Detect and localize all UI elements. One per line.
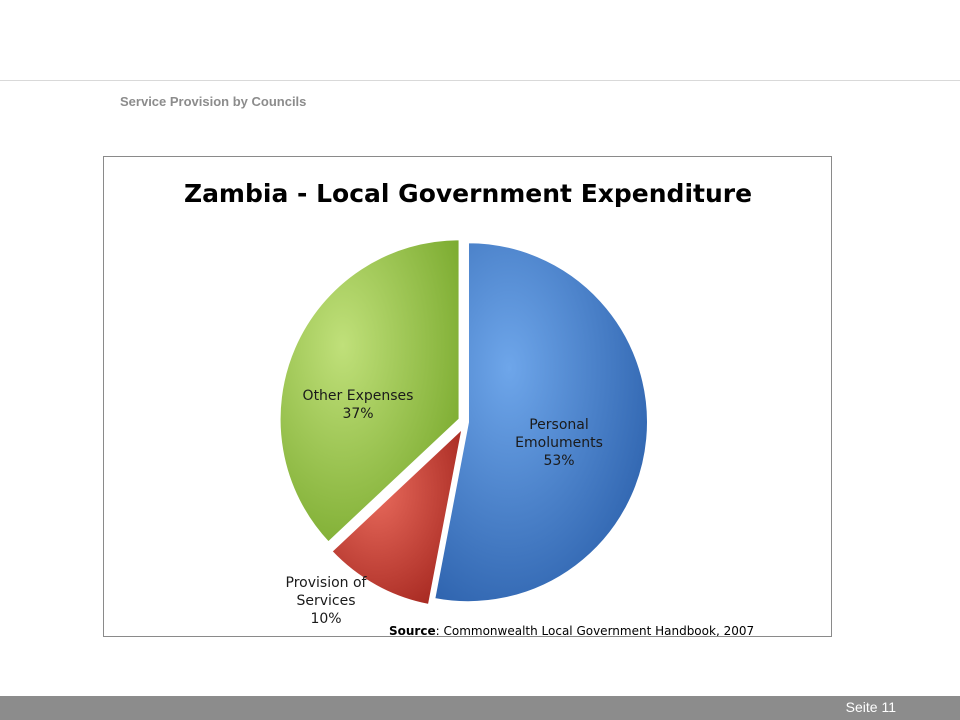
header-divider	[0, 80, 960, 81]
chart-title: Zambia - Local Government Expenditure	[184, 179, 752, 208]
pie-slices	[278, 238, 649, 607]
pie-chart: Zambia - Local Government Expenditure Pe…	[184, 179, 754, 636]
chart-frame: Zambia - Local Government Expenditure Pe…	[103, 156, 832, 637]
slice-label-provision-of-services: Provision of Services 10%	[286, 575, 368, 627]
source-text: : Commonwealth Local Government Handbook…	[436, 624, 755, 636]
pie-slice-personal-emoluments	[433, 241, 649, 604]
pie-slice-provision-of-services	[329, 425, 465, 607]
source-label: Source	[389, 624, 436, 636]
page-number: Seite 11	[845, 699, 896, 715]
section-title: Service Provision by Councils	[120, 94, 307, 109]
source-note: Source: Commonwealth Local Government Ha…	[389, 624, 754, 636]
slice-label-personal-emoluments: Personal Emoluments 53%	[515, 417, 603, 469]
footer-bar: Seite 11	[0, 696, 960, 720]
slice-label-other-expenses: Other Expenses 37%	[303, 388, 414, 422]
pie-slice-other-expenses	[278, 238, 461, 544]
slice-labels: Personal Emoluments 53% Provision of Service…	[286, 388, 603, 627]
